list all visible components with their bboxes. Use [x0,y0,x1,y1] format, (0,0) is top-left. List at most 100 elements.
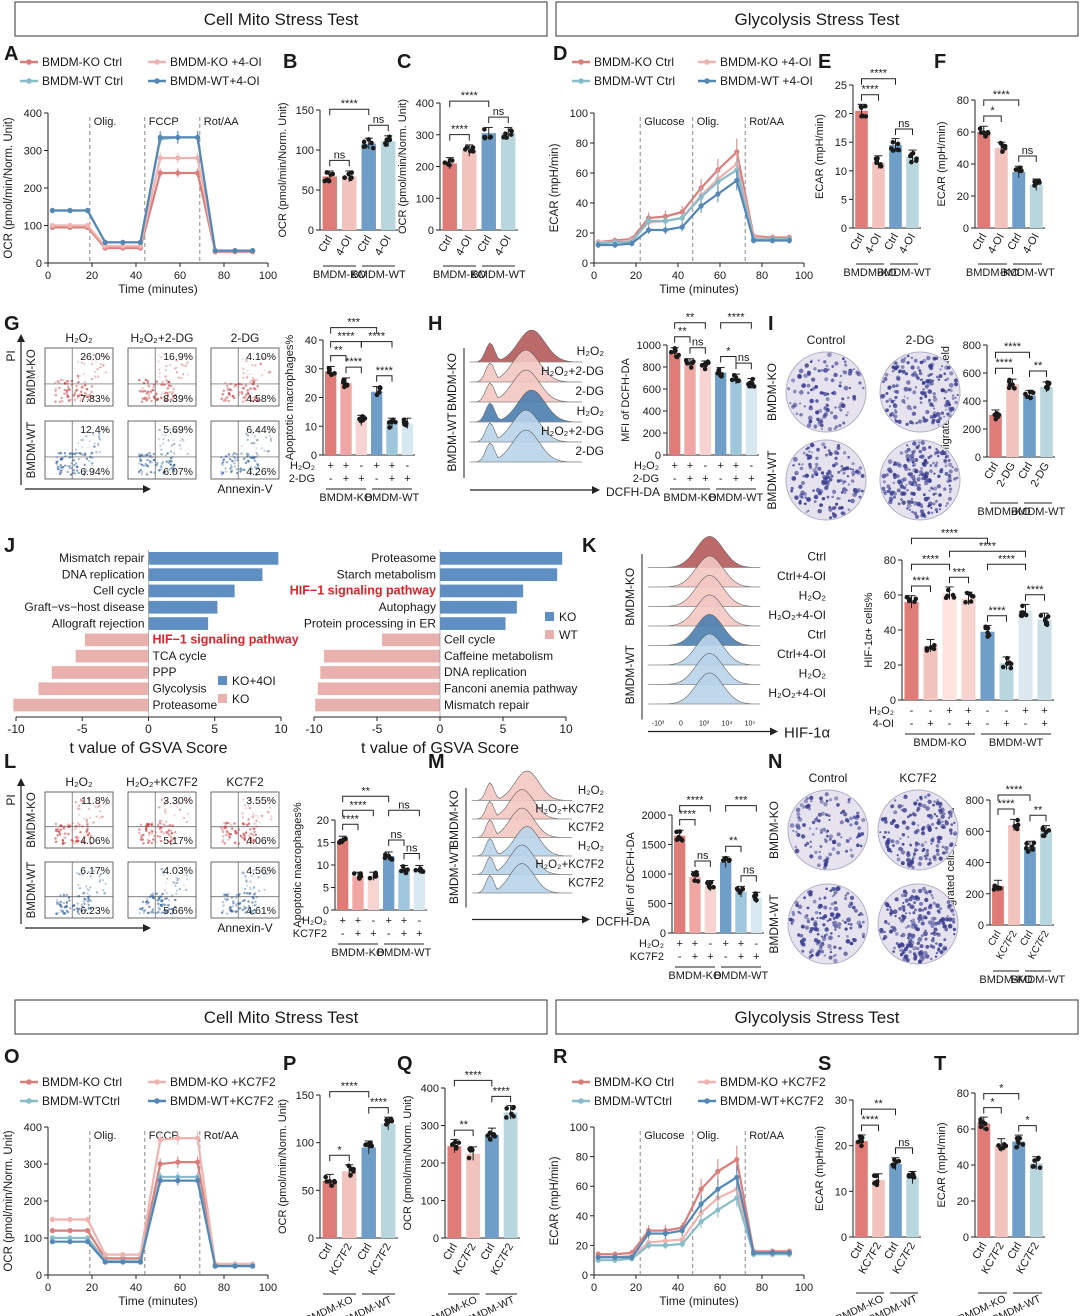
migrated-cell [817,369,821,373]
data-dot [370,145,376,151]
migrated-cell [928,857,932,862]
group-label: BMDM-WT [351,269,406,281]
event-dot [245,452,249,456]
event-dot [247,388,250,392]
event-dot [161,392,164,396]
y-axis-title: MFI of DCFH-DA [625,831,637,915]
bar [730,379,742,455]
data-point [662,1230,669,1237]
event-dot [255,428,259,431]
gsva-term-label: Proteasome [153,698,218,712]
data-point [786,1250,792,1256]
event-dot [163,824,167,827]
migrated-cell [811,832,815,836]
migrated-cell [930,957,933,961]
event-dot [174,430,177,433]
gsva-bar [38,682,149,696]
migrated-cell [839,820,844,825]
migrated-cell [807,509,810,512]
event-dot [162,832,166,835]
event-dot [175,371,179,374]
event-dot [151,830,154,833]
event-dot [236,456,240,459]
histogram-trace: Ctrl [647,535,826,568]
migrated-cell [790,489,794,493]
migrated-cell [828,837,832,841]
migrated-cell [919,509,925,514]
data-dot [324,177,330,183]
migrated-cell [819,799,824,804]
series-line [598,1196,790,1262]
bar [1029,1163,1043,1237]
histogram-tick-label: -10³ [652,721,665,728]
migrated-cell [816,863,821,868]
significance-label: ns [743,865,755,877]
event-dot [164,808,167,811]
event-dot [162,437,165,441]
event-dot [150,832,153,835]
event-dot [246,438,249,441]
migrated-cell [916,501,922,507]
event-dot [61,400,64,403]
migrated-cell [938,922,941,926]
event-dot [75,452,79,455]
event-dot [147,901,150,904]
migrated-cell [955,476,959,480]
migrated-cell [932,461,935,465]
y-tick-label: 100 [296,1138,314,1150]
condition-mark: + [1041,705,1047,717]
histogram-curve [469,389,583,423]
event-dot [169,450,173,453]
event-dot [85,435,88,438]
y-axis-title: ECAR (mpH/min) [936,122,948,207]
event-dot [250,874,253,878]
data-dot [995,414,1001,419]
migrated-cell [809,795,814,801]
quadrant-percent-lower: 6.07% [163,466,193,478]
event-dot [180,363,183,366]
migrated-cell [906,936,910,940]
event-dot [161,899,164,902]
migrated-cell [937,839,941,844]
event-dot [83,452,87,455]
significance-label: **** [337,331,355,343]
event-dot [84,356,87,359]
event-dot [144,462,147,466]
event-dot [65,389,68,392]
event-dot [83,463,86,467]
migrated-cell [856,843,860,848]
data-dot [485,1133,491,1138]
significance-label: ns [1022,145,1034,157]
data-point [646,218,652,224]
event-dot [142,833,145,837]
data-dot [501,134,506,140]
migrated-cell [908,938,913,943]
event-dot [254,455,258,459]
y-tick-label: 20 [576,1240,588,1252]
category-label: 4-OI [863,232,884,257]
histogram-group-label: BMDM-KO [445,353,459,411]
event-dot [63,452,67,455]
migrated-cell [844,480,847,483]
event-dot [221,909,225,912]
legend-entry: BMDM-WT+KC7F2 [170,1094,274,1108]
data-dot [377,385,383,390]
migrated-cell [808,419,813,424]
event-dot [81,873,84,876]
migrated-cell [858,923,862,927]
y-tick-label: 0 [308,1233,314,1245]
migrated-cell [919,795,923,799]
migrated-cell [924,954,930,959]
histogram-label: H₂O₂+KC7F2 [535,859,604,871]
migrated-cell [829,516,832,520]
bar [989,415,1002,457]
migrated-cell [808,465,812,468]
migrated-cell [862,920,865,924]
event-dot [235,904,238,908]
migrated-cell [852,492,857,498]
quadrant-percent-upper: 26.0% [80,351,110,363]
event-dot [55,829,58,833]
event-dot [56,901,59,904]
event-dot [148,385,151,389]
